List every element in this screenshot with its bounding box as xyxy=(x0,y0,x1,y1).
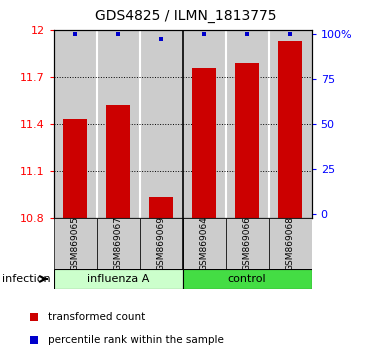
Bar xyxy=(97,30,140,218)
Bar xyxy=(54,218,97,269)
Bar xyxy=(183,30,226,218)
Bar xyxy=(54,269,183,289)
Text: GSM869067: GSM869067 xyxy=(114,216,123,271)
Bar xyxy=(183,218,226,269)
Bar xyxy=(226,30,269,218)
Text: GSM869064: GSM869064 xyxy=(200,216,209,271)
Text: GSM869068: GSM869068 xyxy=(286,216,295,271)
Text: influenza A: influenza A xyxy=(87,274,150,284)
Bar xyxy=(140,30,183,218)
Bar xyxy=(54,30,97,218)
Bar xyxy=(269,30,312,218)
Bar xyxy=(183,269,312,289)
Text: infection: infection xyxy=(2,274,50,284)
Text: GSM869069: GSM869069 xyxy=(157,216,166,271)
Text: control: control xyxy=(228,274,266,284)
Text: GSM869066: GSM869066 xyxy=(243,216,252,271)
Bar xyxy=(63,119,87,218)
Bar xyxy=(193,68,216,218)
Bar xyxy=(235,63,259,218)
Text: percentile rank within the sample: percentile rank within the sample xyxy=(48,335,224,346)
Bar xyxy=(106,105,130,218)
Text: GSM869065: GSM869065 xyxy=(71,216,80,271)
Bar xyxy=(97,218,140,269)
Bar xyxy=(150,198,173,218)
Bar xyxy=(269,218,312,269)
Bar xyxy=(140,218,183,269)
Text: GDS4825 / ILMN_1813775: GDS4825 / ILMN_1813775 xyxy=(95,9,276,23)
Bar xyxy=(226,218,269,269)
Bar xyxy=(278,41,302,218)
Text: transformed count: transformed count xyxy=(48,312,145,322)
